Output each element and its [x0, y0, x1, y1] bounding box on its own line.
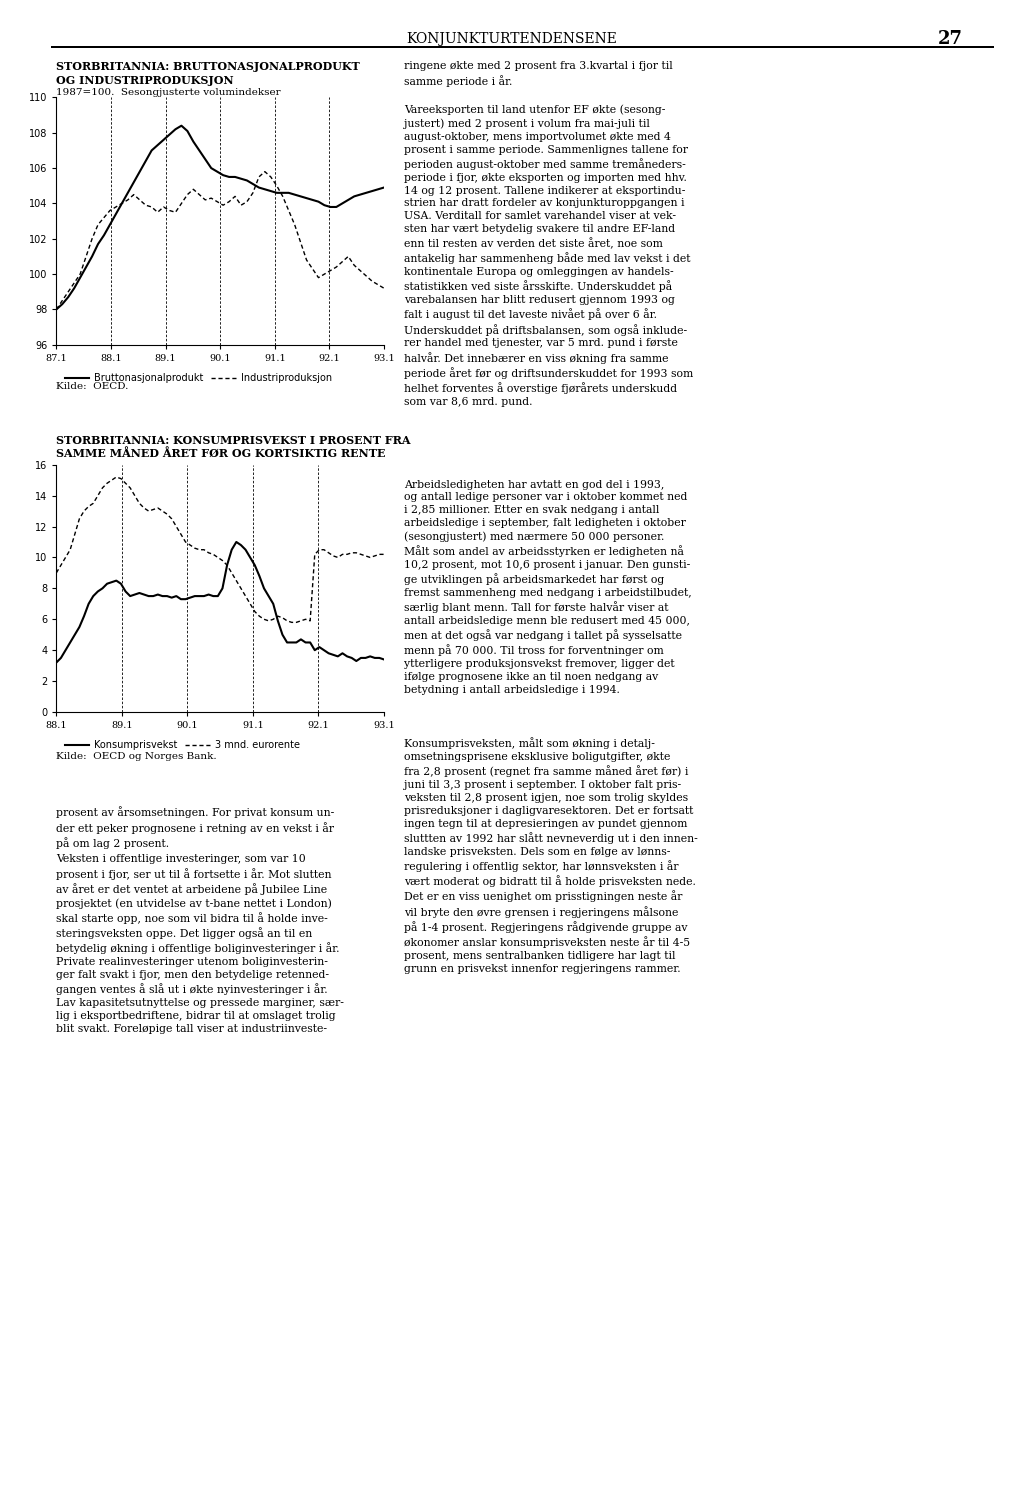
Text: Kilde:  OECD og Norges Bank.: Kilde: OECD og Norges Bank. — [56, 752, 217, 761]
Text: Veksten i offentlige investeringer, som var 10
prosent i fjor, ser ut til å fort: Veksten i offentlige investeringer, som … — [56, 854, 344, 1034]
Text: Arbeidsledigheten har avtatt en god del i 1993,
og antall ledige personer var i : Arbeidsledigheten har avtatt en god del … — [404, 480, 692, 694]
Text: OG INDUSTRIPRODUKSJON: OG INDUSTRIPRODUKSJON — [56, 75, 233, 85]
Text: STORBRITANNIA: BRUTTONASJONALPRODUKT: STORBRITANNIA: BRUTTONASJONALPRODUKT — [56, 61, 360, 72]
Legend: Bruttonasjonalprodukt, Industriproduksjon: Bruttonasjonalprodukt, Industriproduksjo… — [61, 369, 336, 387]
Text: SAMME MÅNED ÅRET FØR OG KORTSIKTIG RENTE: SAMME MÅNED ÅRET FØR OG KORTSIKTIG RENTE — [56, 448, 386, 459]
Text: STORBRITANNIA: KONSUMPRISVEKST I PROSENT FRA: STORBRITANNIA: KONSUMPRISVEKST I PROSENT… — [56, 435, 411, 445]
Legend: Konsumprisvekst, 3 mnd. eurorente: Konsumprisvekst, 3 mnd. eurorente — [61, 736, 303, 754]
Text: KONJUNKTURTENDENSENE: KONJUNKTURTENDENSENE — [407, 31, 617, 46]
Text: prosent av årsomsetningen. For privat konsum un-
der ett peker prognosene i retn: prosent av årsomsetningen. For privat ko… — [56, 806, 335, 848]
Text: Konsumprisveksten, målt som økning i detalj-
omsetningsprisene eksklusive boligu: Konsumprisveksten, målt som økning i det… — [404, 738, 698, 974]
Text: Kilde:  OECD.: Kilde: OECD. — [56, 382, 129, 391]
Text: 27: 27 — [938, 30, 963, 48]
Text: ringene økte med 2 prosent fra 3.kvartal i fjor til
samme periode i år.: ringene økte med 2 prosent fra 3.kvartal… — [404, 61, 673, 87]
Text: Vareeksporten til land utenfor EF økte (sesong-
justert) med 2 prosent i volum f: Vareeksporten til land utenfor EF økte (… — [404, 105, 693, 406]
Text: 1987=100.  Sesongjusterte volumindekser: 1987=100. Sesongjusterte volumindekser — [56, 88, 281, 97]
